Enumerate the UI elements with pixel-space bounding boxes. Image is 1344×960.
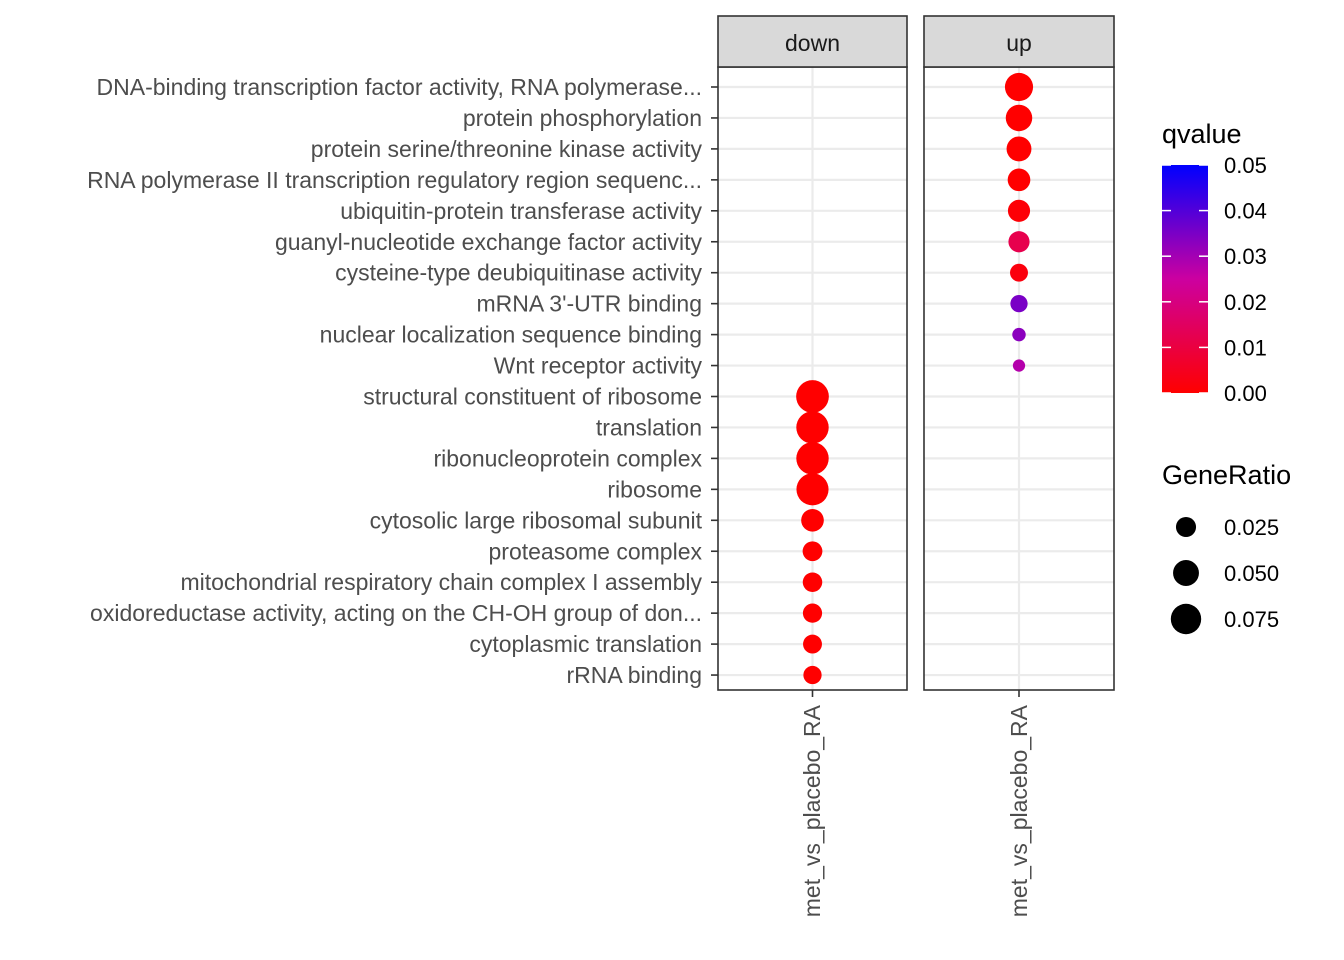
size-legend-label: 0.075 (1224, 607, 1279, 632)
point-up-dna-binding-transcription-factor-activity-rna-polymerase (1004, 72, 1034, 102)
y-tick-label-ribonucleoprotein-complex: ribonucleoprotein complex (434, 445, 703, 471)
y-tick-label-cytoplasmic-translation: cytoplasmic translation (469, 631, 702, 657)
y-tick-label-ubiquitin-protein-transferase-activity: ubiquitin-protein transferase activity (340, 198, 702, 224)
y-tick-label-protein-phosphorylation: protein phosphorylation (463, 105, 702, 131)
y-tick-label-dna-binding-transcription-factor-activity-rna-polymerase: DNA-binding transcription factor activit… (97, 74, 702, 100)
y-tick-label-proteasome-complex: proteasome complex (489, 538, 703, 564)
point-down-oxidoreductase-activity-acting-on-the-ch-oh-group-of-don (802, 603, 823, 623)
point-down-ribosome (796, 473, 829, 506)
y-tick-label-mrna-3-utr-binding: mRNA 3'-UTR binding (476, 291, 702, 317)
color-legend-label: 0.04 (1224, 199, 1267, 224)
color-legend-bar (1162, 165, 1208, 393)
point-down-cytoplasmic-translation (803, 634, 822, 654)
strip-up (923, 15, 1115, 68)
color-legend-title: qvalue (1162, 119, 1242, 149)
point-up-ubiquitin-protein-transferase-activity (1007, 199, 1031, 222)
point-up-protein-phosphorylation (1005, 104, 1033, 132)
size-legend-label: 0.025 (1224, 515, 1279, 540)
strip-label-up: up (1006, 30, 1032, 56)
point-up-cysteine-type-deubiquitinase-activity (1010, 263, 1028, 282)
point-down-mitochondrial-respiratory-chain-complex-i-assembly (802, 572, 823, 592)
color-legend-ticks: 0.05 0.04 0.03 0.02 0.01 0.00 (1162, 153, 1267, 406)
y-tick-label-structural-constituent-of-ribosome: structural constituent of ribosome (363, 384, 702, 410)
color-legend-label: 0.02 (1224, 290, 1267, 315)
x-tick-label-down: met_vs_placebo_RA (799, 704, 825, 917)
y-tick-label-oxidoreductase-activity-acting-on-the-ch-oh-group-of-don: oxidoreductase activity, acting on the C… (90, 600, 702, 626)
size-legend-key (1175, 516, 1197, 538)
point-down-cytosolic-large-ribosomal-subunit (801, 508, 824, 532)
y-axis: DNA-binding transcription factor activit… (87, 74, 718, 688)
color-legend-label: 0.03 (1224, 244, 1267, 269)
point-up-protein-serine-threonine-kinase-activity (1006, 136, 1032, 162)
size-legend-title: GeneRatio (1162, 460, 1291, 490)
strip-label-down: down (785, 30, 840, 56)
color-legend-label: 0.00 (1224, 381, 1267, 406)
y-tick-label-nuclear-localization-sequence-binding: nuclear localization sequence binding (320, 322, 702, 348)
strip-down (717, 15, 908, 68)
y-tick-label-wnt-receptor-activity: Wnt receptor activity (494, 353, 703, 379)
point-down-structural-constituent-of-ribosome (796, 380, 829, 413)
point-down-proteasome-complex (802, 541, 823, 562)
size-legend-label: 0.050 (1224, 561, 1279, 586)
x-tick-label-up: met_vs_placebo_RA (1006, 704, 1032, 917)
point-down-rrna-binding (803, 665, 822, 685)
y-tick-label-protein-serine-threonine-kinase-activity: protein serine/threonine kinase activity (311, 136, 703, 162)
size-legend: 0.025 0.050 0.075 (1170, 515, 1279, 635)
point-up-rna-polymerase-ii-transcription-regulatory-region-sequenc (1007, 168, 1031, 192)
y-tick-label-translation: translation (596, 414, 702, 440)
y-tick-label-ribosome: ribosome (607, 476, 702, 502)
y-tick-label-mitochondrial-respiratory-chain-complex-i-assembly: mitochondrial respiratory chain complex … (180, 569, 702, 595)
y-tick-label-rrna-binding: rRNA binding (566, 662, 702, 688)
point-down-translation (796, 411, 829, 444)
color-legend-label: 0.05 (1224, 153, 1267, 178)
y-tick-label-cytosolic-large-ribosomal-subunit: cytosolic large ribosomal subunit (370, 507, 703, 533)
y-tick-label-guanyl-nucleotide-exchange-factor-activity: guanyl-nucleotide exchange factor activi… (275, 229, 703, 255)
point-up-guanyl-nucleotide-exchange-factor-activity (1008, 231, 1030, 253)
y-tick-label-rna-polymerase-ii-transcription-regulatory-region-sequenc: RNA polymerase II transcription regulato… (87, 167, 702, 193)
color-legend-label: 0.01 (1224, 335, 1267, 360)
point-up-wnt-receptor-activity (1012, 359, 1026, 372)
data-points (796, 72, 1034, 685)
point-up-nuclear-localization-sequence-binding (1012, 327, 1026, 342)
size-legend-key (1170, 603, 1202, 635)
y-tick-label-cysteine-type-deubiquitinase-activity: cysteine-type deubiquitinase activity (335, 260, 702, 286)
point-up-mrna-3-utr-binding (1010, 295, 1028, 313)
point-down-ribonucleoprotein-complex (796, 442, 829, 475)
size-legend-key (1173, 560, 1199, 586)
